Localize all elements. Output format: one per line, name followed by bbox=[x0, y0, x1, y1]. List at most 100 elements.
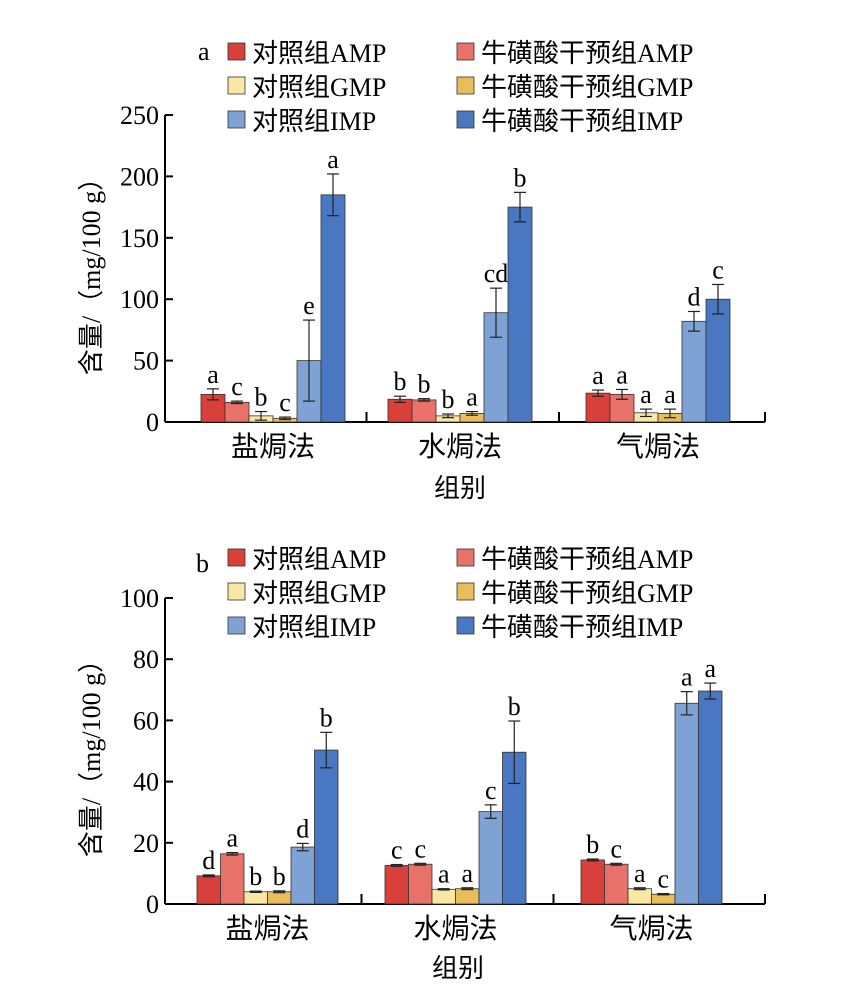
legend-label: 牛磺酸干预组IMP bbox=[481, 613, 683, 642]
bar bbox=[478, 811, 503, 905]
significance-letter: b bbox=[394, 367, 407, 396]
significance-letter: a bbox=[640, 380, 652, 409]
legend-item: 对照组IMP bbox=[227, 107, 376, 136]
legend-label: 牛磺酸干预组GMP bbox=[481, 73, 693, 102]
bar bbox=[411, 399, 437, 423]
y-tick-label: 0 bbox=[146, 890, 159, 919]
panel-label: a bbox=[198, 37, 210, 66]
significance-letter: a bbox=[664, 380, 676, 409]
y-tick-label: 20 bbox=[133, 829, 159, 858]
x-tick-label: 盐焗法 bbox=[225, 913, 309, 945]
legend-label: 牛磺酸干预组IMP bbox=[481, 107, 683, 136]
bar bbox=[314, 749, 339, 905]
significance-letter: b bbox=[442, 385, 455, 414]
legend-item: 对照组GMP bbox=[227, 73, 386, 102]
legend-label: 对照组GMP bbox=[252, 579, 386, 608]
bar bbox=[431, 888, 456, 905]
significance-letter: a bbox=[616, 360, 628, 389]
significance-letter: c bbox=[485, 776, 497, 805]
legend-swatch bbox=[227, 76, 246, 95]
bar bbox=[224, 401, 250, 423]
bar bbox=[267, 891, 292, 905]
legend-label: 牛磺酸干预组AMP bbox=[481, 545, 693, 574]
legend-item: 牛磺酸干预组AMP bbox=[456, 39, 693, 68]
bar bbox=[290, 846, 315, 905]
significance-letter: b bbox=[508, 692, 521, 721]
legend-item: 对照组GMP bbox=[227, 579, 386, 608]
y-tick-label: 100 bbox=[120, 584, 159, 613]
legend-swatch bbox=[227, 582, 246, 601]
bar bbox=[705, 298, 731, 423]
legend-swatch bbox=[456, 42, 475, 61]
bar bbox=[681, 320, 707, 423]
bar bbox=[604, 863, 629, 905]
significance-letter: a bbox=[327, 145, 339, 174]
bar bbox=[585, 392, 611, 423]
bar bbox=[698, 690, 723, 905]
bar bbox=[408, 863, 433, 905]
legend-item: 牛磺酸干预组IMP bbox=[456, 613, 683, 642]
chart-panel-a: a 对照组AMP 牛磺酸干预组AMP 对照组GMP 牛磺酸干预组GMP 对照组IMP 牛磺… bbox=[77, 37, 766, 503]
bar bbox=[220, 853, 245, 905]
significance-letter: a bbox=[592, 361, 604, 390]
y-tick-label: 40 bbox=[133, 768, 159, 797]
y-tick-label: 150 bbox=[120, 224, 159, 253]
legend: 对照组AMP 牛磺酸干预组AMP 对照组GMP 牛磺酸干预组GMP 对照组IMP 牛磺酸干… bbox=[227, 545, 693, 642]
y-tick-label: 100 bbox=[120, 285, 159, 314]
y-tick-label: 60 bbox=[133, 706, 159, 735]
significance-letter: b bbox=[255, 383, 268, 412]
legend-swatch bbox=[456, 76, 475, 95]
bar bbox=[384, 865, 409, 905]
y-tick-label: 0 bbox=[146, 408, 159, 437]
x-tick-label: 水焗法 bbox=[418, 431, 502, 463]
legend-swatch bbox=[456, 110, 475, 129]
legend-item: 对照组AMP bbox=[227, 39, 386, 68]
bar bbox=[196, 875, 221, 905]
legend-swatch bbox=[227, 616, 246, 635]
significance-letter: b bbox=[249, 862, 262, 891]
significance-letter: c bbox=[610, 834, 622, 863]
bar bbox=[580, 859, 605, 905]
significance-letter: a bbox=[466, 383, 478, 412]
significance-letter: b bbox=[273, 862, 286, 891]
bar bbox=[320, 194, 346, 423]
legend-label: 对照组GMP bbox=[252, 73, 386, 102]
significance-letter: c bbox=[414, 834, 426, 863]
significance-letter: b bbox=[586, 830, 599, 859]
significance-letter: d bbox=[202, 846, 215, 875]
legend-label: 牛磺酸干预组AMP bbox=[481, 39, 693, 68]
bar bbox=[455, 888, 480, 905]
significance-letter: d bbox=[296, 814, 309, 843]
legend-item: 对照组IMP bbox=[227, 613, 376, 642]
legend-item: 对照组AMP bbox=[227, 545, 386, 574]
bar bbox=[674, 702, 699, 905]
x-axis-label: 组别 bbox=[434, 474, 486, 503]
significance-letter: c bbox=[657, 865, 669, 894]
significance-letter: a bbox=[704, 654, 716, 683]
x-tick-label: 气焗法 bbox=[616, 431, 700, 463]
legend-swatch bbox=[456, 548, 475, 567]
legend-label: 对照组IMP bbox=[252, 613, 376, 642]
legend-item: 牛磺酸干预组IMP bbox=[456, 107, 683, 136]
chart-panel-b: b 对照组AMP 牛磺酸干预组AMP 对照组GMP 牛磺酸干预组GMP 对照组IMP 牛磺… bbox=[77, 545, 766, 983]
chart-axes: 0 50 100 150 200 250 盐焗法 水焗法 气焗法 bbox=[120, 101, 766, 463]
y-tick-label: 50 bbox=[133, 347, 159, 376]
significance-letter: a bbox=[207, 360, 219, 389]
y-axis-label: 含量/（mg/100 g） bbox=[77, 165, 106, 375]
legend-swatch bbox=[227, 548, 246, 567]
legend-item: 牛磺酸干预组GMP bbox=[456, 73, 693, 102]
significance-letter: b bbox=[320, 703, 333, 732]
legend-swatch bbox=[456, 616, 475, 635]
legend-label: 对照组AMP bbox=[252, 39, 386, 68]
significance-letter: c bbox=[279, 388, 291, 417]
legend: 对照组AMP 牛磺酸干预组AMP 对照组GMP 牛磺酸干预组GMP 对照组IMP 牛磺酸干… bbox=[227, 39, 693, 136]
x-tick-label: 气焗法 bbox=[609, 913, 693, 945]
significance-letter: b bbox=[418, 370, 431, 399]
y-tick-label: 250 bbox=[120, 101, 159, 130]
significance-letter: c bbox=[231, 372, 243, 401]
legend-label: 对照组AMP bbox=[252, 545, 386, 574]
y-axis-label: 含量/（mg/100 g） bbox=[77, 647, 106, 857]
